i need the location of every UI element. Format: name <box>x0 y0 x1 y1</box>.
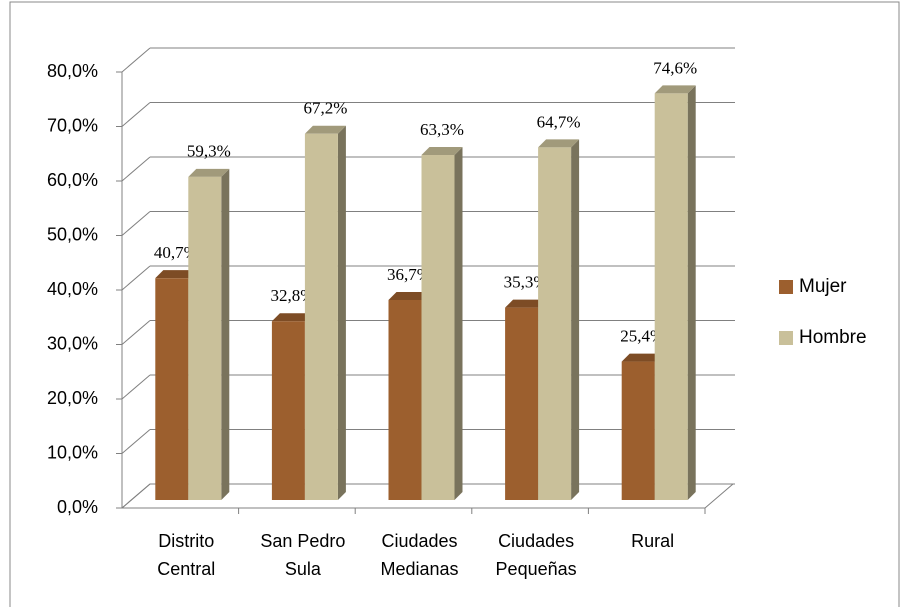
y-tick-label: 40,0% <box>47 279 98 299</box>
bar-side <box>337 125 346 500</box>
bar-side <box>687 85 696 501</box>
x-tick-label: Ciudades Medianas <box>380 531 459 579</box>
y-tick-label: 70,0% <box>47 115 98 135</box>
data-label: 64,7% <box>537 112 581 131</box>
bar-side <box>454 147 463 500</box>
data-label: 63,3% <box>420 120 464 139</box>
bar <box>188 176 222 500</box>
data-label: 67,2% <box>303 99 347 118</box>
x-tick-label: Rural <box>631 531 675 551</box>
grid-line <box>121 265 151 291</box>
legend-swatch <box>779 280 793 294</box>
legend-swatch <box>779 331 793 345</box>
y-tick-label: 10,0% <box>47 442 98 462</box>
bar <box>621 361 655 500</box>
bar-top <box>538 139 580 148</box>
data-label: 35,3% <box>504 273 548 292</box>
grid-line <box>121 483 151 509</box>
y-tick-label: 20,0% <box>47 388 98 408</box>
grid-line <box>121 429 151 454</box>
bar <box>538 147 572 500</box>
bar <box>155 278 189 500</box>
bar-top <box>388 291 430 300</box>
data-label: 36,7% <box>387 265 431 284</box>
bar-top <box>654 85 696 94</box>
y-tick-label: 50,0% <box>47 224 98 244</box>
data-label: 32,8% <box>270 286 314 305</box>
legend-label: Hombre <box>799 327 867 348</box>
x-tick-label: San Pedro Sula <box>260 531 346 579</box>
bar <box>421 155 455 500</box>
y-tick-label: 0,0% <box>57 497 98 517</box>
bar <box>654 93 688 501</box>
bar <box>505 307 539 500</box>
frame <box>9 1 900 607</box>
grid-line <box>121 211 151 236</box>
y-tick-label: 80,0% <box>47 61 98 81</box>
data-label: 59,3% <box>187 142 231 161</box>
y-tick-label: 30,0% <box>47 333 98 353</box>
x-tick-label: Ciudades Pequeñas <box>495 531 577 579</box>
grid-line <box>121 102 151 127</box>
x-tick-label: Distrito Central <box>157 531 216 579</box>
bar-top <box>421 147 463 156</box>
bar-top <box>155 270 197 279</box>
bar-side <box>571 139 580 500</box>
grid-line <box>121 47 151 73</box>
data-label: 40,7% <box>154 243 198 262</box>
data-label: 25,4% <box>620 326 664 345</box>
bar <box>304 133 338 500</box>
data-label: 74,6% <box>653 58 697 77</box>
bar-top <box>304 125 346 134</box>
legend-label: Mujer <box>799 276 847 297</box>
bar-top <box>271 313 313 322</box>
grid-line <box>121 156 151 182</box>
bar-side <box>221 168 230 500</box>
grid-line <box>121 374 151 400</box>
bar <box>388 299 422 500</box>
y-tick-label: 60,0% <box>47 170 98 190</box>
bar <box>271 321 305 500</box>
grid-line <box>121 320 151 345</box>
bar-top <box>621 353 663 362</box>
bar-top <box>505 299 547 308</box>
bar-top <box>188 168 230 177</box>
